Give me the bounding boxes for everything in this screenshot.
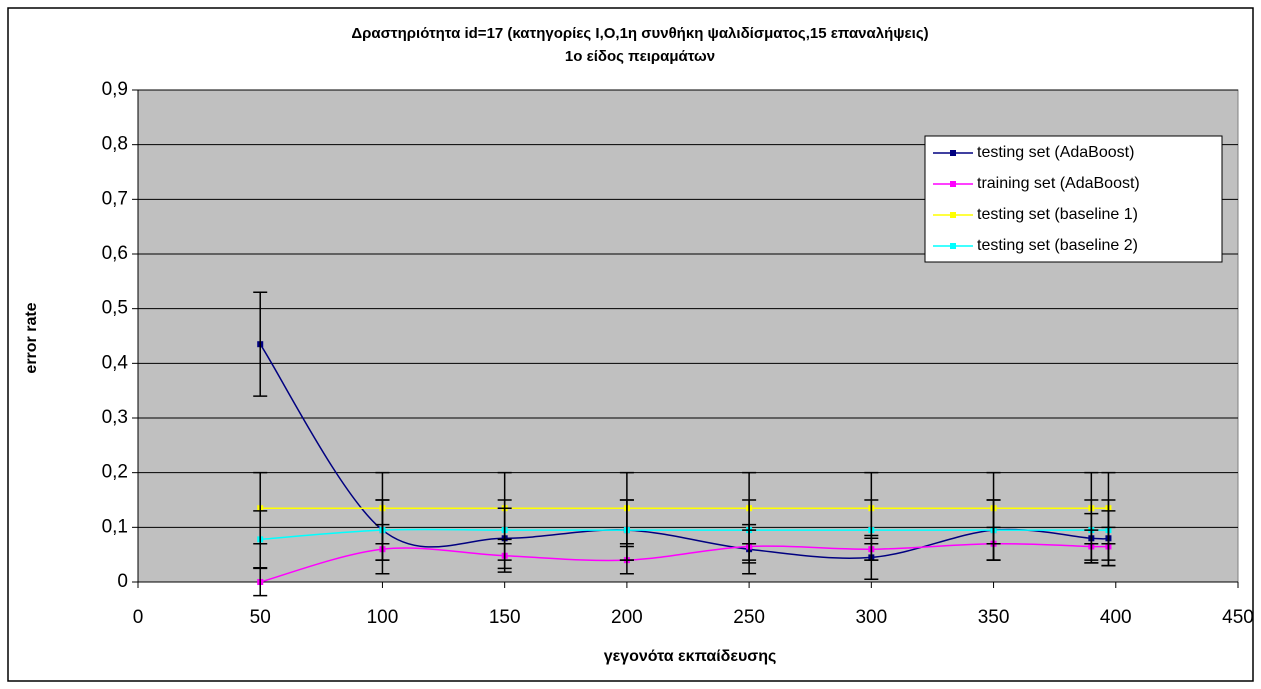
legend-label: training set (AdaBoost): [977, 175, 1140, 192]
error-bar: [1084, 499, 1099, 561]
legend-marker: [950, 150, 956, 156]
error-bar: [864, 499, 879, 561]
x-tick-label: 0: [133, 607, 144, 628]
y-tick-label: 0,5: [102, 298, 128, 319]
x-tick-label: 50: [250, 607, 271, 628]
y-tick-label: 0,9: [102, 79, 128, 100]
y-tick-label: 0,7: [102, 188, 128, 209]
error-bar: [986, 499, 1001, 561]
y-tick-label: 0,4: [102, 352, 129, 373]
legend-box: [924, 135, 1223, 263]
chart-title: Δραστηριότητα id=17 (κατηγορίες I,O,1η σ…: [351, 25, 928, 42]
y-tick-label: 0,8: [102, 134, 128, 155]
x-tick-label: 100: [367, 607, 399, 628]
error-bar: [253, 291, 268, 397]
error-bar: [253, 510, 268, 569]
error-bar: [497, 499, 512, 561]
legend-marker: [950, 181, 956, 187]
legend-marker: [950, 212, 956, 218]
x-tick-label: 300: [855, 607, 887, 628]
x-tick-label: 400: [1100, 607, 1132, 628]
legend-label: testing set (AdaBoost): [977, 144, 1134, 161]
y-tick-label: 0,2: [102, 462, 128, 483]
chart-subtitle: 1ο είδος πειραμάτων: [565, 48, 715, 65]
x-tick-label: 150: [489, 607, 521, 628]
series-line: [260, 528, 1109, 541]
y-tick-label: 0: [117, 571, 128, 592]
x-tick-label: 350: [978, 607, 1010, 628]
error-bar: [742, 499, 757, 561]
error-bar: [375, 499, 390, 561]
y-tick-label: 0,3: [102, 407, 128, 428]
y-axis-title: error rate: [23, 302, 40, 373]
legend-label: testing set (baseline 2): [977, 237, 1138, 254]
y-tick-label: 0,6: [102, 243, 128, 264]
series-line: [260, 542, 1109, 583]
error-bar: [1101, 499, 1116, 561]
x-tick-label: 250: [733, 607, 765, 628]
error-bar: [619, 499, 634, 561]
y-tick-label: 0,1: [102, 516, 128, 537]
legend-label: testing set (baseline 1): [977, 206, 1138, 223]
x-axis-title: γεγονότα εκπαίδευσης: [604, 648, 777, 665]
x-tick-label: 200: [611, 607, 643, 628]
x-tick-label: 450: [1222, 607, 1254, 628]
legend-marker: [950, 243, 956, 249]
